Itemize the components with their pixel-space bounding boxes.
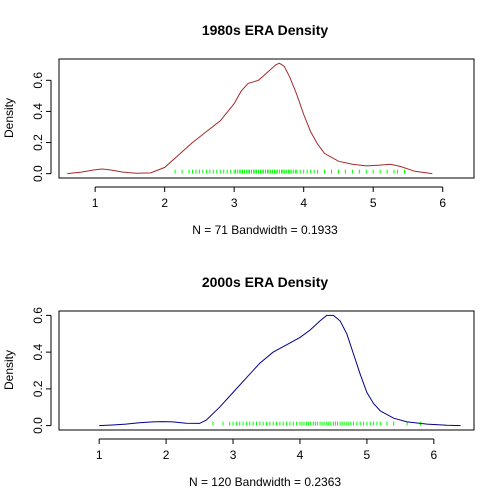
y-tick-label: 0.2 xyxy=(31,134,45,151)
panel-1980s: 1980s ERA Density 1 2 3 4 5 6 0.0 0.2 0.4 0.6 N … xyxy=(2,22,475,237)
y-tick-label: 0.4 xyxy=(31,103,45,120)
x-tick-label: 6 xyxy=(430,448,437,462)
y-tick-label: 0.2 xyxy=(31,380,45,397)
rug-marks xyxy=(212,421,421,426)
x-tick-label: 6 xyxy=(439,196,446,210)
x-axis-label: N = 71 Bandwidth = 0.1933 xyxy=(192,223,338,237)
x-tick-label: 5 xyxy=(364,448,371,462)
x-tick-label: 1 xyxy=(96,448,103,462)
y-axis: 0.0 0.2 0.4 0.6 xyxy=(31,307,52,434)
x-tick-label: 5 xyxy=(370,196,377,210)
plot-frame xyxy=(58,58,475,179)
chart-title: 2000s ERA Density xyxy=(202,274,329,290)
x-tick-label: 4 xyxy=(300,196,307,210)
density-curve xyxy=(67,62,433,175)
y-tick-label: 0.0 xyxy=(31,165,45,182)
plot-frame xyxy=(58,310,475,431)
y-tick-label: 0.4 xyxy=(31,343,45,360)
chart-title: 1980s ERA Density xyxy=(202,22,329,38)
y-tick-label: 0.0 xyxy=(31,417,45,434)
x-tick-label: 2 xyxy=(161,196,168,210)
x-tick-label: 3 xyxy=(231,196,238,210)
x-axis-label: N = 120 Bandwidth = 0.2363 xyxy=(189,475,341,489)
y-tick-label: 0.6 xyxy=(31,307,45,324)
x-axis: 1 2 3 4 5 6 xyxy=(96,438,437,462)
x-tick-label: 2 xyxy=(163,448,170,462)
y-axis-label: Density xyxy=(2,350,16,390)
panel-2000s: 2000s ERA Density 1 2 3 4 5 6 0.0 0.2 0.4 0.6 N … xyxy=(2,274,475,489)
rug-marks xyxy=(174,169,405,174)
y-axis: 0.0 0.2 0.4 0.6 xyxy=(31,72,52,182)
density-curve xyxy=(99,314,461,427)
x-tick-label: 3 xyxy=(230,448,237,462)
x-axis: 1 2 3 4 5 6 xyxy=(92,186,446,210)
x-tick-label: 1 xyxy=(92,196,99,210)
x-tick-label: 4 xyxy=(297,448,304,462)
y-axis-label: Density xyxy=(2,98,16,138)
y-tick-label: 0.6 xyxy=(31,72,45,89)
